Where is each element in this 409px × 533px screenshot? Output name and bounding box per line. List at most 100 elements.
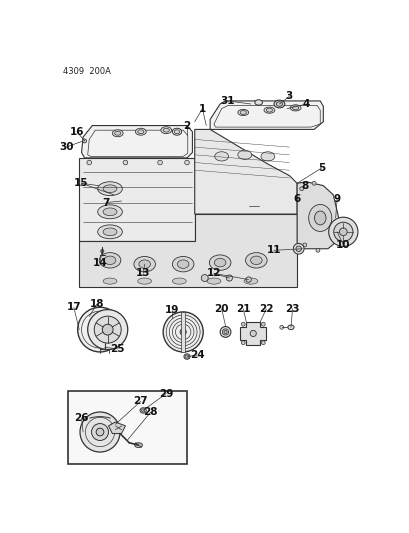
Text: 2: 2	[183, 120, 190, 131]
Ellipse shape	[292, 244, 303, 254]
Ellipse shape	[140, 408, 146, 413]
Polygon shape	[297, 182, 338, 249]
Ellipse shape	[160, 127, 171, 134]
Ellipse shape	[180, 329, 186, 335]
Ellipse shape	[314, 211, 325, 225]
Ellipse shape	[240, 110, 246, 115]
Text: 1: 1	[198, 103, 206, 114]
Ellipse shape	[97, 182, 122, 196]
Ellipse shape	[249, 330, 256, 336]
Text: 4: 4	[302, 99, 309, 109]
Text: 13: 13	[135, 269, 150, 278]
Ellipse shape	[97, 225, 122, 239]
Ellipse shape	[266, 108, 272, 112]
Text: 21: 21	[236, 304, 250, 314]
Ellipse shape	[139, 260, 150, 269]
Ellipse shape	[172, 128, 181, 135]
Ellipse shape	[315, 248, 319, 252]
Ellipse shape	[299, 187, 303, 191]
Ellipse shape	[174, 130, 179, 134]
Ellipse shape	[101, 249, 103, 253]
Text: 20: 20	[214, 304, 228, 314]
Ellipse shape	[141, 409, 144, 412]
Ellipse shape	[214, 152, 228, 161]
Text: 28: 28	[143, 407, 158, 417]
Ellipse shape	[295, 246, 301, 252]
Ellipse shape	[103, 278, 117, 284]
Ellipse shape	[104, 256, 115, 264]
Ellipse shape	[201, 274, 208, 281]
Polygon shape	[240, 322, 266, 345]
Ellipse shape	[223, 330, 227, 334]
Ellipse shape	[96, 428, 103, 436]
Ellipse shape	[302, 243, 306, 247]
Text: 31: 31	[220, 96, 234, 106]
Ellipse shape	[123, 160, 128, 165]
Bar	[67, 391, 187, 464]
Text: 4309  200A: 4309 200A	[63, 67, 111, 76]
Ellipse shape	[207, 278, 220, 284]
Text: 14: 14	[92, 257, 107, 268]
Ellipse shape	[134, 443, 142, 447]
Ellipse shape	[134, 256, 155, 272]
Ellipse shape	[237, 109, 248, 116]
Polygon shape	[79, 214, 297, 287]
Text: 29: 29	[159, 389, 173, 399]
Text: 27: 27	[133, 396, 148, 406]
Polygon shape	[180, 312, 185, 352]
Ellipse shape	[263, 107, 274, 113]
Ellipse shape	[184, 160, 189, 165]
Ellipse shape	[103, 185, 117, 192]
Ellipse shape	[209, 255, 230, 270]
Ellipse shape	[137, 278, 151, 284]
Ellipse shape	[172, 278, 186, 284]
Ellipse shape	[103, 228, 117, 236]
Text: 22: 22	[258, 304, 273, 314]
Text: 30: 30	[59, 142, 73, 152]
Text: 23: 23	[285, 304, 299, 314]
Ellipse shape	[237, 150, 251, 159]
Text: 12: 12	[206, 269, 221, 278]
Ellipse shape	[311, 181, 315, 185]
Text: 24: 24	[189, 350, 204, 360]
Ellipse shape	[184, 355, 189, 358]
Ellipse shape	[245, 277, 251, 282]
Ellipse shape	[77, 308, 122, 352]
Ellipse shape	[276, 102, 282, 106]
Ellipse shape	[241, 322, 245, 326]
Ellipse shape	[163, 128, 169, 132]
Text: 7: 7	[102, 198, 110, 207]
Ellipse shape	[115, 131, 121, 135]
Ellipse shape	[260, 152, 274, 161]
Ellipse shape	[279, 325, 283, 329]
Ellipse shape	[241, 341, 245, 345]
Ellipse shape	[250, 256, 261, 264]
Ellipse shape	[243, 278, 257, 284]
Polygon shape	[194, 130, 297, 214]
Ellipse shape	[99, 253, 121, 268]
Ellipse shape	[91, 424, 108, 440]
Text: 10: 10	[335, 240, 350, 250]
Text: 5: 5	[317, 163, 325, 173]
Ellipse shape	[333, 222, 352, 241]
Ellipse shape	[222, 329, 228, 335]
Ellipse shape	[157, 160, 162, 165]
Ellipse shape	[103, 208, 117, 216]
Ellipse shape	[226, 275, 232, 281]
Polygon shape	[79, 158, 194, 241]
Text: 18: 18	[90, 299, 104, 309]
Ellipse shape	[177, 260, 189, 269]
Ellipse shape	[220, 327, 230, 337]
Ellipse shape	[308, 205, 331, 231]
Text: 8: 8	[301, 181, 308, 191]
Text: 19: 19	[164, 305, 178, 316]
Text: 26: 26	[74, 413, 89, 423]
Polygon shape	[210, 101, 323, 130]
Ellipse shape	[181, 330, 184, 334]
Ellipse shape	[88, 310, 128, 350]
Ellipse shape	[102, 324, 113, 335]
Ellipse shape	[135, 128, 146, 135]
Ellipse shape	[87, 160, 91, 165]
Ellipse shape	[261, 322, 265, 326]
Ellipse shape	[292, 106, 298, 110]
